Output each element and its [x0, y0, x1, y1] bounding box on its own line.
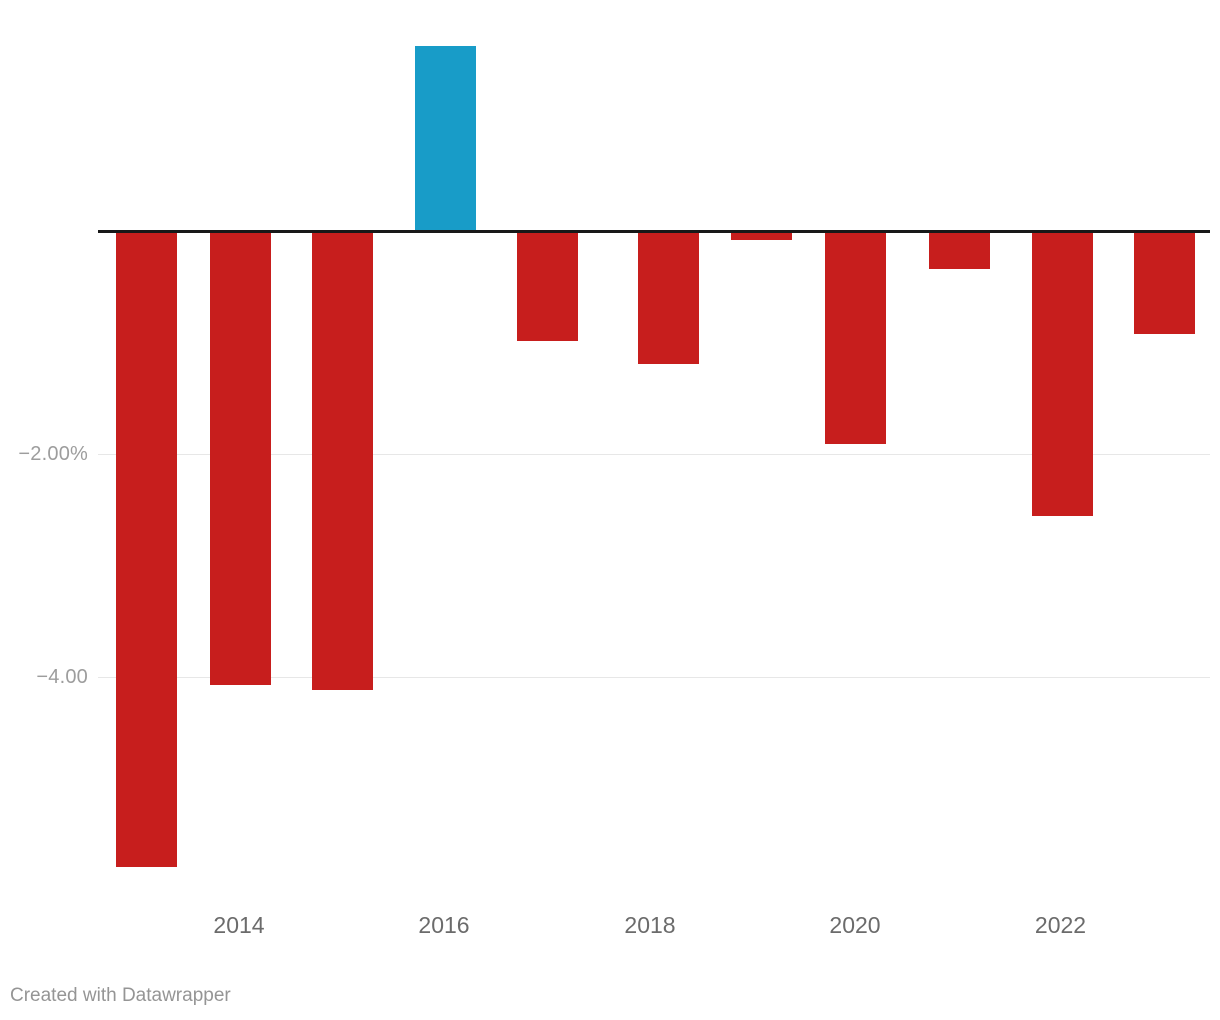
y-axis-tick-label: −2.00% — [18, 442, 88, 465]
bar-2015[interactable] — [312, 232, 373, 690]
x-axis-tick-label: 2014 — [213, 912, 265, 938]
bar-2019[interactable] — [731, 232, 792, 241]
zero-axis-line — [98, 230, 1210, 233]
y-axis-tick-label: −4.00 — [36, 665, 88, 688]
bar-2013[interactable] — [115, 232, 177, 867]
y-gridline — [98, 677, 1210, 678]
bar-2020[interactable] — [825, 232, 886, 445]
bar-2014[interactable] — [210, 232, 271, 686]
x-axis-tick-label: 2016 — [418, 912, 470, 938]
bar-2021[interactable] — [928, 232, 990, 270]
bar-2018[interactable] — [637, 232, 699, 365]
bar-2022[interactable] — [1031, 232, 1093, 516]
bar-2023[interactable] — [1133, 232, 1195, 334]
x-axis-tick-label: 2020 — [829, 912, 881, 938]
y-gridline — [98, 454, 1210, 455]
x-axis-tick-label: 2022 — [1034, 912, 1087, 938]
bar-2017[interactable] — [517, 232, 578, 341]
bar-2016[interactable] — [415, 46, 476, 232]
datawrapper-credit-link[interactable]: Created with Datawrapper — [10, 985, 231, 1006]
x-axis-tick-label: 2018 — [624, 912, 676, 938]
